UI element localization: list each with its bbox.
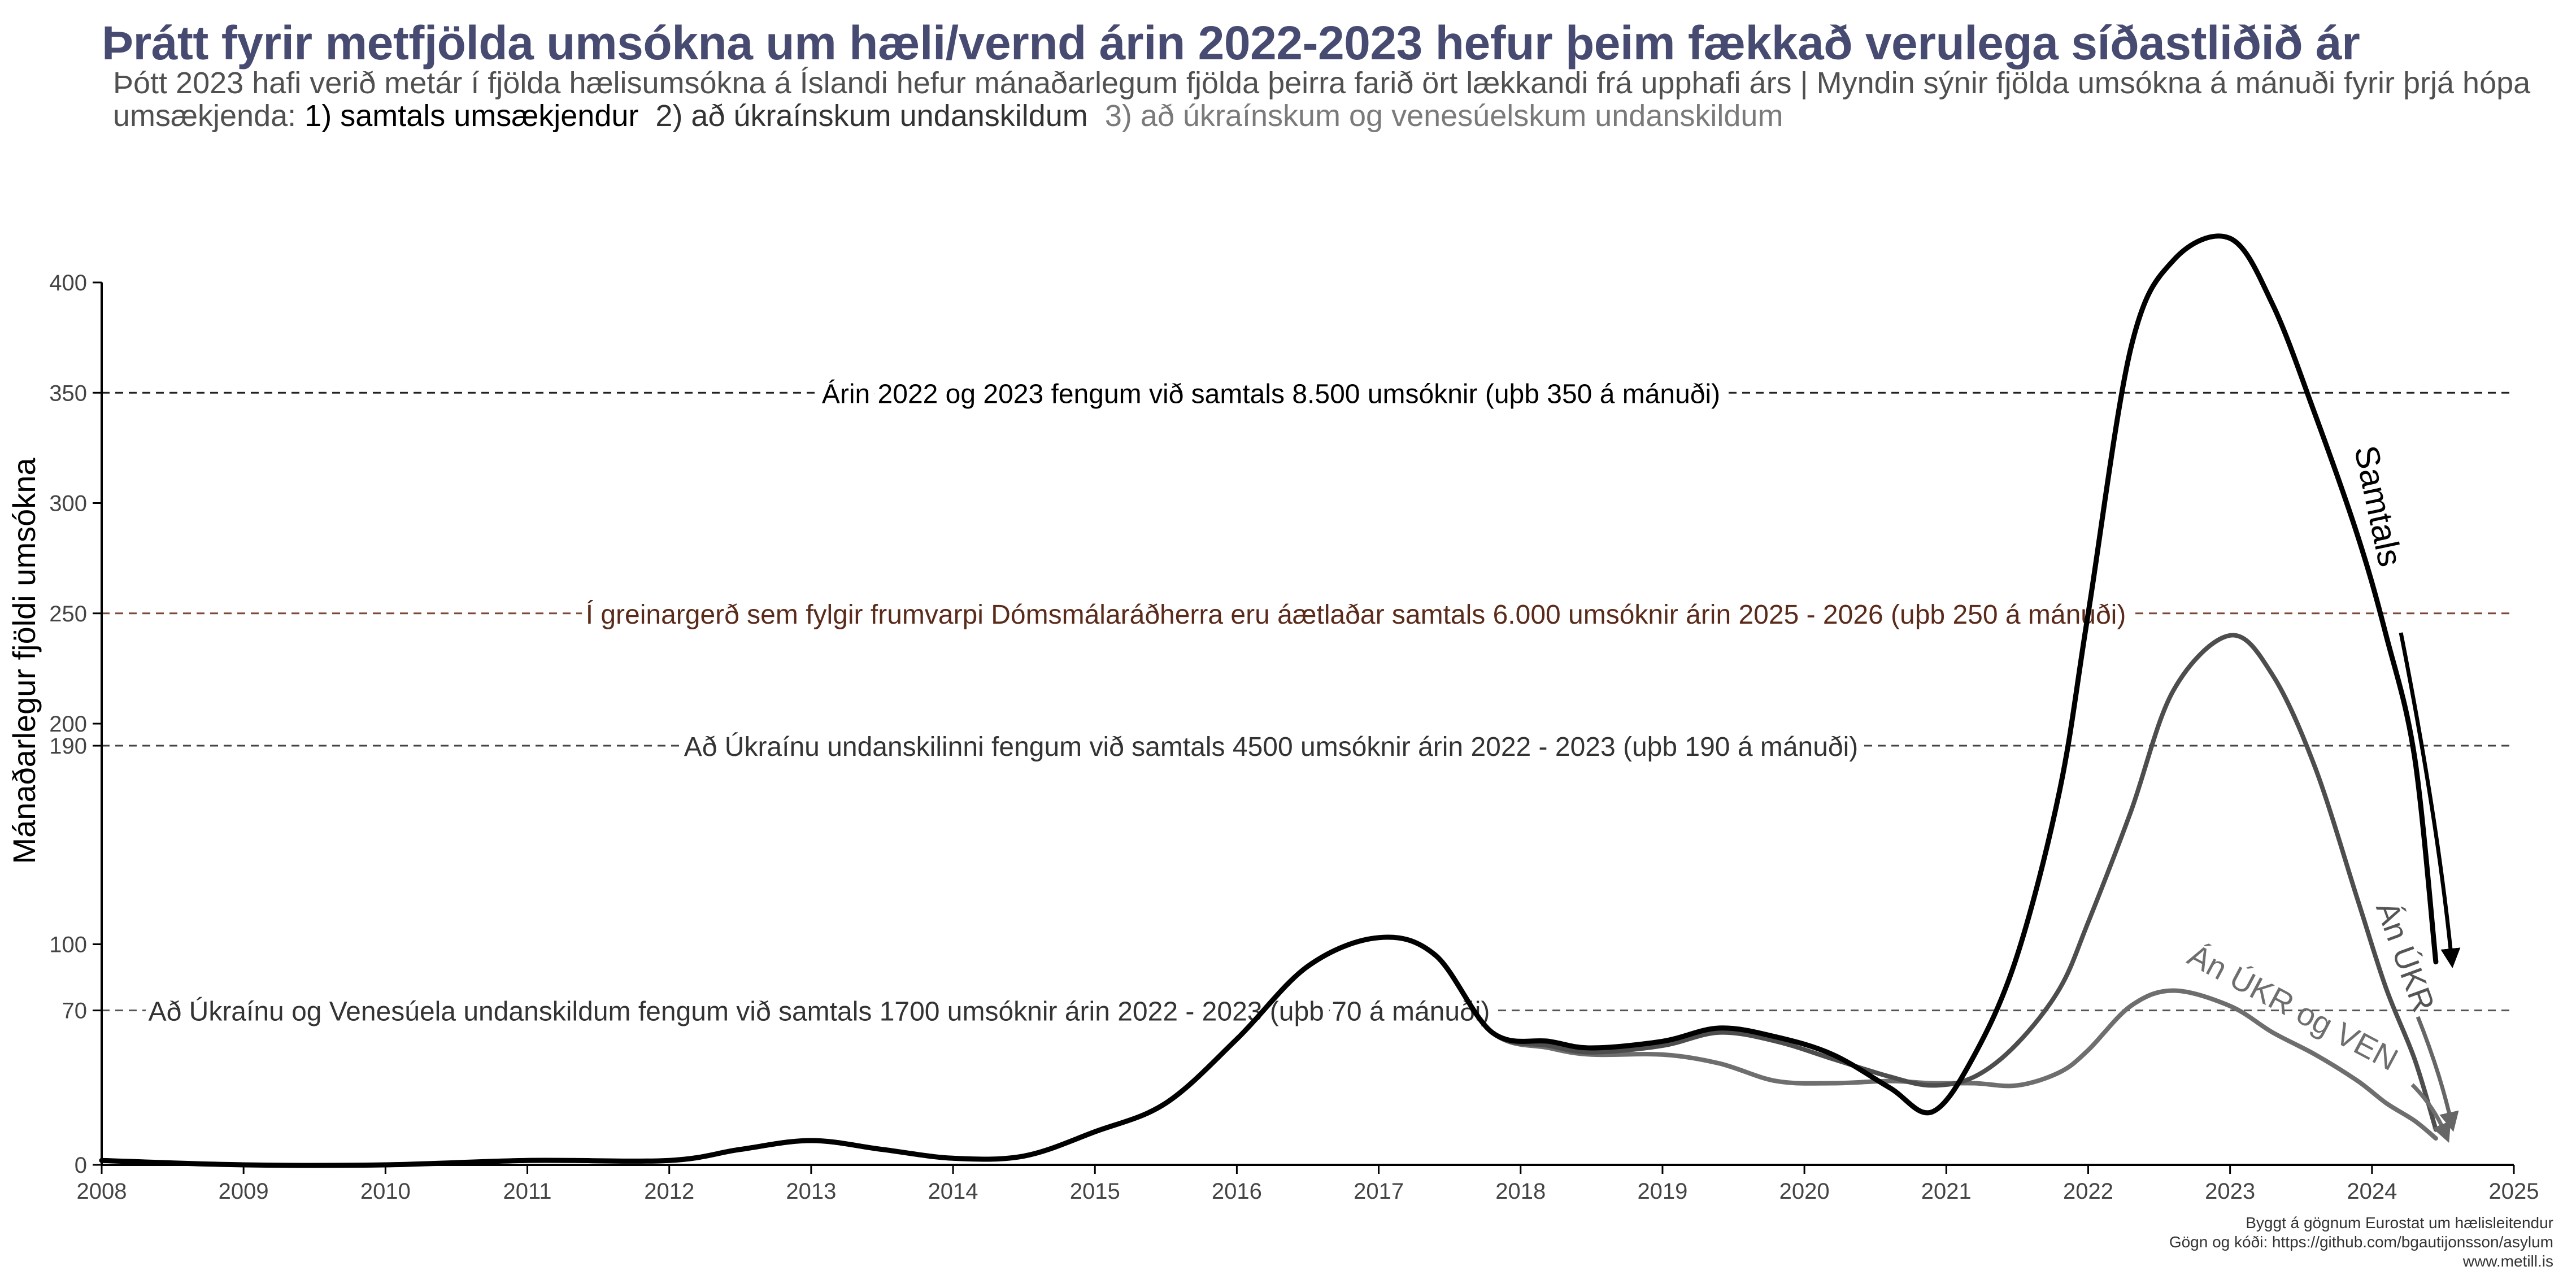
x-tick-label: 2023 — [2205, 1179, 2255, 1204]
axes: 2008 2009 2010 2011 2012 2013 2014 2015 2016 2017… — [49, 271, 2539, 1204]
y-tick-label: 250 — [49, 602, 87, 626]
x-tick-label: 2024 — [2347, 1179, 2397, 1204]
series-label-total: Samtals — [2347, 442, 2410, 570]
x-tick-label: 2015 — [1070, 1179, 1120, 1204]
x-tick-label: 2008 — [77, 1179, 127, 1204]
reference-line-label: Að Úkraínu undanskilinni fengum við samt… — [684, 732, 1859, 762]
x-tick-label: 2010 — [360, 1179, 411, 1204]
arrow-no-ukr-ven — [2410, 1083, 2451, 1143]
series-line-total — [99, 233, 2439, 1168]
x-tick-label: 2021 — [1921, 1179, 1972, 1204]
subtitle-lead: Þótt 2023 hafi verið metár í fjölda hæli… — [113, 66, 2531, 133]
arrow-no-ukr — [2416, 1016, 2459, 1132]
series-label-no-ukr-ven: Án ÚKR og VEN — [2182, 937, 2404, 1078]
caption-line-2: Gögn og kóði: https://github.com/bgautij… — [2169, 1233, 2553, 1251]
series-line-no-ukr-ven — [99, 935, 2438, 1168]
series-annotations: Samtals Án ÚKR Án ÚKR og VEN — [2182, 442, 2461, 1143]
series-lines — [99, 233, 2439, 1168]
chart-subtitle: Þótt 2023 hafi verið metár í fjölda hæli… — [113, 67, 2542, 132]
y-tick-label: 300 — [49, 491, 87, 516]
x-tick-label: 2013 — [786, 1179, 836, 1204]
y-tick-label: 190 — [49, 734, 87, 759]
y-tick-label: 400 — [49, 271, 87, 295]
x-tick-label: 2012 — [644, 1179, 694, 1204]
caption-line-3: www.metill.is — [2462, 1252, 2553, 1270]
subtitle-group-2: 2) að úkraínskum undanskildum — [655, 99, 1088, 133]
reference-line-label: Árin 2022 og 2023 fengum við samtals 8.5… — [822, 379, 1720, 409]
x-tick-label: 2025 — [2489, 1179, 2539, 1204]
chart-title: Þrátt fyrir metfjölda umsókna um hæli/ve… — [102, 16, 2360, 69]
y-tick-label: 100 — [49, 933, 87, 958]
x-tick-label: 2017 — [1354, 1179, 1404, 1204]
reference-line-label: Að Úkraínu og Venesúela undanskildum fen… — [149, 997, 1490, 1027]
series-line-no-ukr — [99, 633, 2438, 1168]
x-tick-label: 2011 — [503, 1179, 552, 1204]
x-tick-label: 2014 — [928, 1179, 978, 1204]
reference-line-label: Í greinargerð sem fylgir frumvarpi Dómsm… — [586, 600, 2126, 630]
reference-lines: Árin 2022 og 2023 fengum við samtals 8.5… — [102, 373, 2514, 1033]
x-tick-label: 2020 — [1779, 1179, 1830, 1204]
caption-line-1: Byggt á gögnum Eurostat um hælisleitendu… — [2246, 1214, 2553, 1232]
x-tick-label: 2019 — [1637, 1179, 1687, 1204]
x-tick-label: 2009 — [219, 1179, 269, 1204]
y-axis-label: Mánaðarlegur fjöldi umsókna — [6, 458, 42, 864]
source-caption: Byggt á gögnum Eurostat um hælisleitendu… — [2169, 1213, 2553, 1271]
y-tick-label: 200 — [49, 712, 87, 737]
y-tick-label: 0 — [75, 1153, 87, 1178]
x-tick-label: 2016 — [1212, 1179, 1262, 1204]
x-tick-label: 2022 — [2063, 1179, 2113, 1204]
subtitle-group-3: 3) að úkraínskum og venesúelskum undansk… — [1104, 99, 1783, 133]
subtitle-group-1: 1) samtals umsækjendur — [304, 99, 639, 133]
y-tick-label: 350 — [49, 381, 87, 406]
y-tick-label: 70 — [62, 999, 88, 1024]
arrow-total — [2399, 632, 2461, 968]
x-tick-label: 2018 — [1495, 1179, 1546, 1204]
